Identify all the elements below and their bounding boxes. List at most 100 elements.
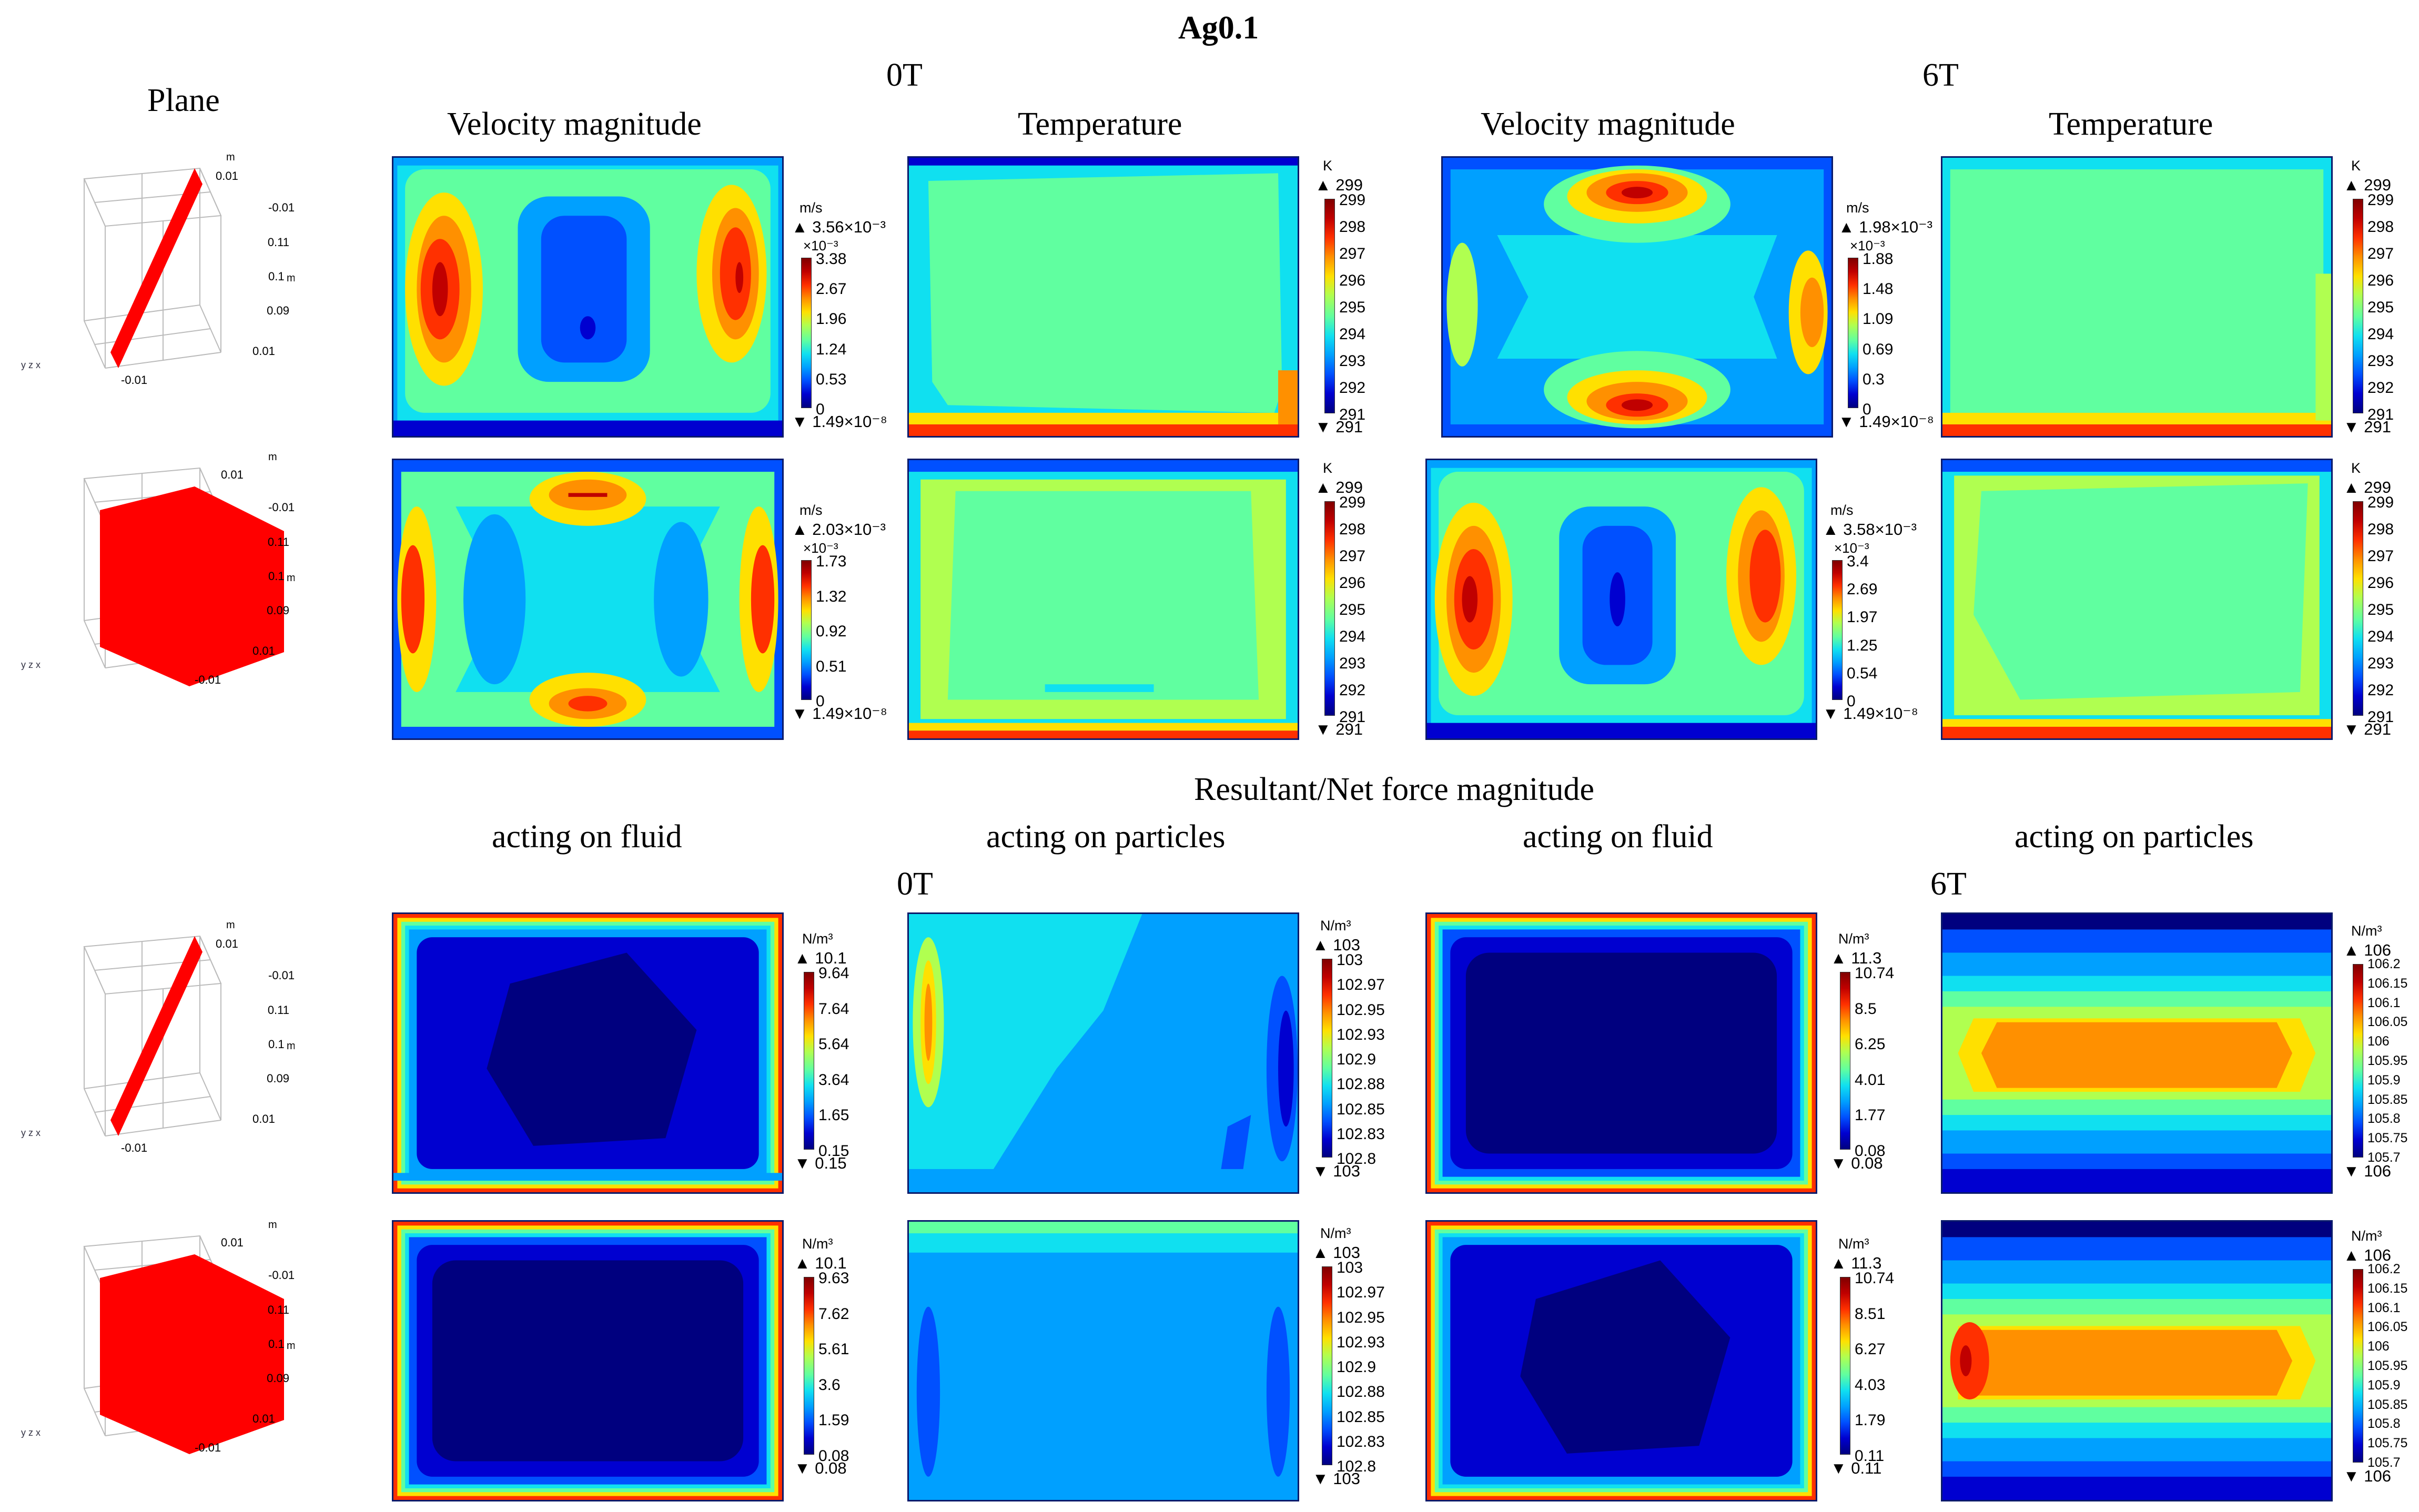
- legend-tick: 9.64: [818, 965, 849, 982]
- legend-unit: N/m³: [1838, 1236, 1869, 1252]
- legend-max: ▲ 11.3: [1830, 1254, 1882, 1272]
- legend-multiplier: ×10⁻³: [803, 540, 838, 556]
- legend-max: ▲ 103: [1312, 1243, 1361, 1262]
- axis-x-pos-3: 0.01: [252, 1112, 275, 1125]
- legend-tick: 294: [1339, 628, 1366, 645]
- legend-tick: 102.88: [1337, 1075, 1385, 1093]
- legend-tick: 296: [1339, 574, 1366, 592]
- legend-tick: 0.08: [1855, 1142, 1886, 1160]
- contour-force-particles-0T-row4-svg: [909, 1222, 1298, 1500]
- legend-unit: K: [2351, 158, 2361, 174]
- contour-velocity-6T-row1-svg: [1443, 158, 1831, 436]
- contour-force-particles-6T-row3: [1941, 912, 2333, 1194]
- legend-tick: 105.85: [2367, 1397, 2408, 1412]
- axis-x-pos: 0.01: [252, 344, 275, 358]
- legend-tick: 298: [2367, 521, 2394, 538]
- contour-force-fluid-0T-row4-svg: [393, 1222, 782, 1500]
- legend-unit: N/m³: [1320, 918, 1351, 933]
- fluid-header-6T: acting on fluid: [1523, 819, 1713, 855]
- cut-plane-vertical-1: [110, 168, 203, 368]
- legend-tick: 292: [1339, 682, 1366, 699]
- legend-tick: 105.95: [2367, 1358, 2408, 1373]
- fluid-header-0T: acting on fluid: [492, 819, 682, 855]
- legend-tick: 1.77: [1855, 1107, 1886, 1124]
- legend-tick: 0.15: [818, 1142, 849, 1160]
- legend-tick: 3.64: [818, 1071, 849, 1089]
- legend-velocity-0T-row2: m/s ▲ 2.03×10⁻³ ×10⁻³ 1.73 1.32 0.92 0.51 0 ▼ 1.…: [792, 502, 907, 723]
- legend-tick: 299: [2367, 494, 2394, 511]
- legend-tick: 293: [1339, 655, 1366, 672]
- axis-y-pos-4: 0.01: [221, 1236, 244, 1249]
- legend-min: ▼ 0.11: [1830, 1459, 1882, 1477]
- contour-temperature-0T-row1-svg: [909, 158, 1298, 436]
- legend-tick: 295: [1339, 299, 1366, 316]
- legend-max: ▲ 106: [2343, 941, 2392, 959]
- legend-colorbar: [1322, 959, 1332, 1158]
- contour-velocity-0T-row1: [392, 156, 784, 438]
- axis-x-neg-3: -0.01: [121, 1141, 147, 1154]
- legend-tick: 1.65: [818, 1107, 849, 1124]
- legend-tick: 103: [1337, 951, 1363, 969]
- field-0T-label-top: 0T: [886, 57, 923, 93]
- legend-tick: 105.9: [2367, 1072, 2401, 1088]
- legend-max: ▲ 299: [2343, 478, 2392, 496]
- field-0T-label-bottom: 0T: [897, 866, 933, 902]
- axis-y-pos-2: 0.01: [221, 468, 244, 481]
- legend-tick: 106.2: [2367, 1262, 2401, 1276]
- plane-schematic-slanted-2: m 0.01 -0.01 0.11 0.1 m 0.09 0.01 -0.01 …: [21, 447, 295, 689]
- axis-m-top: m: [226, 151, 235, 163]
- legend-tick: 0: [1863, 401, 1871, 418]
- legend-tick: 105.8: [2367, 1111, 2401, 1127]
- legend-tick: 0.53: [816, 370, 847, 388]
- legend-tick: 106.1: [2367, 1300, 2401, 1315]
- figure-title: Ag0.1: [1178, 10, 1259, 46]
- legend-colorbar: [1848, 258, 1858, 408]
- legend-force-fluid-0T-row3: N/m³ ▲ 10.1 9.64 7.64 5.64 3.64 1.65 0.15 ▼ 0.15: [794, 931, 899, 1173]
- axis-triad: y z x: [21, 360, 41, 370]
- legend-force-fluid-0T-row4: N/m³ ▲ 10.1 9.63 7.62 5.61 3.6 1.59 0.08 ▼ 0.08: [794, 1236, 899, 1478]
- contour-velocity-6T-row1: [1441, 156, 1833, 438]
- plane-svg-vertical-3: m 0.01 -0.01 0.11 0.1 m 0.09 0.01 -0.01 …: [21, 919, 295, 1154]
- axis-x-pos-2: 0.01: [252, 644, 275, 657]
- contour-force-particles-0T-row4: [907, 1220, 1299, 1501]
- legend-tick: 105.85: [2367, 1092, 2408, 1107]
- axis-z-high-3: 0.11: [268, 1003, 289, 1017]
- legend-colorbar: [2353, 199, 2363, 413]
- legend-tick: 1.59: [818, 1412, 849, 1429]
- legend-colorbar: [804, 1277, 814, 1455]
- axis-z-unit: m: [287, 272, 295, 284]
- cut-plane-slanted-4: [100, 1254, 284, 1454]
- contour-velocity-0T-row1-svg: [393, 158, 782, 436]
- contour-velocity-6T-row2: [1425, 459, 1817, 740]
- legend-force-particles-0T-row4: N/m³ ▲ 103 103 102.97 102.95 102.93 102.9 102.8…: [1312, 1225, 1418, 1488]
- legend-tick: 299: [2367, 191, 2394, 209]
- axis-z-mid: 0.1: [268, 270, 285, 283]
- contour-temperature-0T-row2-svg: [909, 460, 1298, 738]
- legend-max: ▲ 10.1: [794, 949, 847, 967]
- axis-m-top-4: m: [268, 1219, 277, 1231]
- velocity-header-6T: Velocity magnitude: [1481, 106, 1735, 142]
- legend-temperature-6T-row1: K ▲ 299 299 298 297 296 295 294 293 292 291 ▼ 291: [2343, 158, 2417, 437]
- legend-tick: 299: [1339, 191, 1366, 209]
- legend-tick: 297: [1339, 245, 1366, 262]
- contour-force-fluid-0T-row3-svg: [393, 914, 782, 1192]
- legend-min: ▼ 103: [1312, 1469, 1361, 1488]
- contour-force-particles-6T-row4-svg: [1942, 1222, 2331, 1500]
- axis-z-low-4: 0.09: [267, 1372, 289, 1385]
- legend-tick: 0: [1847, 693, 1856, 710]
- legend-max: ▲ 3.58×10⁻³: [1823, 520, 1917, 539]
- temperature-header-0T: Temperature: [1018, 106, 1182, 142]
- legend-tick: 105.7: [2367, 1455, 2401, 1470]
- legend-colorbar: [2353, 1269, 2363, 1463]
- legend-unit: N/m³: [2351, 1228, 2382, 1244]
- plane-svg-slanted-2: m 0.01 -0.01 0.11 0.1 m 0.09 0.01 -0.01 …: [21, 451, 295, 686]
- legend-tick: 4.01: [1855, 1071, 1886, 1089]
- particles-header-6T: acting on particles: [2015, 819, 2254, 855]
- cut-plane-vertical-3: [110, 936, 203, 1136]
- legend-tick: 292: [2367, 379, 2394, 397]
- legend-velocity-6T-row2: m/s ▲ 3.58×10⁻³ ×10⁻³ 3.4 2.69 1.97 1.25 0.54 0 ▼…: [1823, 502, 1938, 723]
- legend-unit: m/s: [1830, 502, 1854, 518]
- legend-tick: 102.83: [1337, 1125, 1385, 1143]
- field-6T-label-top: 6T: [1922, 57, 1959, 93]
- axis-y-neg-4: -0.01: [268, 1269, 295, 1282]
